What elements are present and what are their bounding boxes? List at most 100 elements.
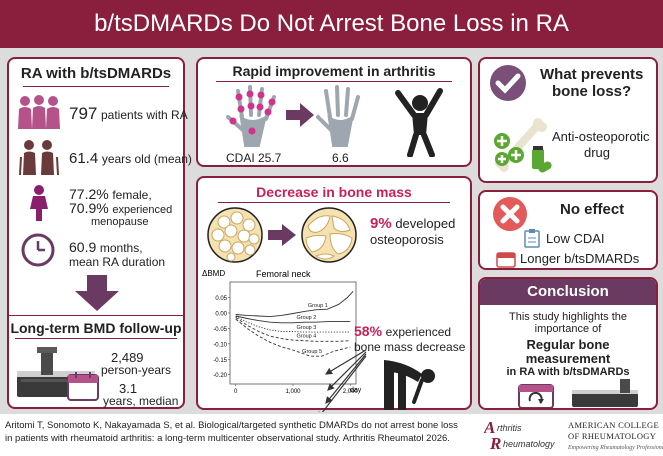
journal-logo: A R rthritis heumatology xyxy=(484,418,556,450)
title-divider xyxy=(23,86,169,87)
menopause-label: menopause xyxy=(91,216,149,228)
cdai-before: CDAI 25.7 xyxy=(226,151,282,165)
y-tick-label: -0.05 xyxy=(213,327,227,333)
series-line-5 xyxy=(235,318,351,357)
series-label: Group 3 xyxy=(296,325,316,331)
checkmark-icon xyxy=(490,65,526,101)
series-line-2 xyxy=(235,315,351,324)
noeffect-item-longer-dmards: Longer b/tsDMARDs xyxy=(520,251,640,266)
bone-divider xyxy=(218,202,450,203)
left-panel: RA with b/tsDMARDs 797 patients with RA … xyxy=(7,57,192,409)
repeat-calendar-icon xyxy=(518,384,554,408)
elderly-couple-icon xyxy=(19,140,59,175)
conclusion-line2: importance of xyxy=(534,323,602,335)
decrease-label: bone mass decrease xyxy=(354,340,466,354)
y-tick-label: -0.20 xyxy=(213,373,227,379)
calendar-icon xyxy=(67,372,99,401)
journal-name-2: heumatology xyxy=(503,439,555,449)
citation-line2: in patients with rheumatoid arthritis: a… xyxy=(5,433,450,444)
series-line-4 xyxy=(235,317,351,342)
cdai-after: 6.6 xyxy=(332,151,349,165)
pointer-arrows xyxy=(317,349,367,412)
person-years-label: person-years xyxy=(101,363,172,377)
x-tick-label: 2,000 xyxy=(343,389,359,395)
female-stat: 77.2% female, xyxy=(69,186,152,203)
followup-title: Long-term BMD follow-up xyxy=(10,320,182,336)
conclusion-title: Conclusion xyxy=(527,283,609,300)
right-arrow-icon xyxy=(268,224,296,246)
noeffect-panel: No effect Low CDAI Longer b/tsDMARDs xyxy=(478,190,658,270)
age-stat: 61.4 years old (mean) xyxy=(69,150,192,167)
y-tick-label: 0.05 xyxy=(215,296,227,302)
arthritis-divider xyxy=(216,81,452,82)
conclusion-bold1: Regular bone xyxy=(526,337,610,352)
noeffect-item-low-cdai: Low CDAI xyxy=(546,231,605,246)
menopause-stat: 70.9% experienced xyxy=(69,200,173,217)
main-area: RA with b/tsDMARDs 797 patients with RA … xyxy=(0,48,663,414)
female-icon xyxy=(30,185,48,221)
arthritis-title: Rapid improvement in arthritis xyxy=(232,63,436,79)
journal-name-1: rthritis xyxy=(497,423,522,433)
banner: b/tsDMARDs Do Not Arrest Bone Loss in RA xyxy=(0,0,663,48)
conclusion-line1: This study highlights the xyxy=(508,311,627,323)
people-icon xyxy=(18,95,60,129)
arthritis-panel: Rapid improvement in arthritis xyxy=(196,57,472,167)
growing-bone-icon xyxy=(494,118,552,173)
chart-xlabel: day xyxy=(350,387,362,394)
conclusion-panel: Conclusion This study highlights the imp… xyxy=(478,277,658,410)
x-tick-label: 1,000 xyxy=(285,389,301,395)
duration-stat: 60.9 months, xyxy=(69,239,143,256)
down-arrow-icon xyxy=(75,275,119,311)
chart-title: Femoral neck xyxy=(256,269,311,279)
chart-axes: 0.05 0.00 -0.05 -0.10 -0.15 -0.20 0 1,000 2,000 xyxy=(213,281,359,395)
college-line2: of Rheumatology xyxy=(568,431,657,441)
series-label: Group 4 xyxy=(296,334,316,340)
series-label: Group 2 xyxy=(296,315,316,321)
calendar-icon xyxy=(496,252,516,268)
y-tick-label: -0.10 xyxy=(213,342,227,348)
person-years-num: 2,489 xyxy=(111,350,144,365)
cross-icon xyxy=(493,197,527,231)
svg-text:R: R xyxy=(489,434,501,450)
chart-lines: Group 1 Group 2 Group 3 Group 4 Group 5 xyxy=(235,290,354,357)
median-label: years, median xyxy=(103,394,179,408)
chart-ylabel: ΔBMD xyxy=(202,269,225,278)
bmd-chart: ΔBMD Femoral neck day 0.05 0.00 -0.05 -0.10… xyxy=(202,269,362,395)
followup-divider xyxy=(15,338,177,339)
series-label: Group 1 xyxy=(308,303,328,309)
section-divider xyxy=(9,315,183,316)
journal-logo-glyphs: A R xyxy=(484,418,501,450)
conclusion-header xyxy=(480,279,656,305)
clipboard-icon xyxy=(524,229,540,248)
right-arrow-icon xyxy=(286,103,314,127)
left-title: RA with b/tsDMARDs xyxy=(20,65,172,82)
bone-title: Decrease in bone mass xyxy=(256,184,412,200)
x-tick-label: 0 xyxy=(234,389,238,395)
drug-label-line2: drug xyxy=(584,145,611,160)
noeffect-title: No effect xyxy=(560,201,625,218)
series-line-1 xyxy=(235,290,354,318)
decrease-stat: 58% experienced xyxy=(354,323,452,340)
y-tick-label: -0.15 xyxy=(213,358,227,364)
conclusion-bold2: measurement xyxy=(525,351,611,366)
prevents-panel: What prevents bone loss? Anti-osteoporot… xyxy=(478,57,658,183)
dxa-scanner-icon xyxy=(572,379,638,407)
conclusion-line3: in RA with b/tsDMARDs xyxy=(506,366,630,378)
bent-person-icon xyxy=(384,360,435,410)
duration-label: mean RA duration xyxy=(69,255,166,269)
patients-stat: 797 patients with RA xyxy=(69,104,188,123)
svg-text:A: A xyxy=(484,418,495,437)
citation-line1: Aritomi T, Sonomoto K, Nakayamada S, et … xyxy=(5,420,458,431)
bone-panel: Decrease in bone mass 9 xyxy=(196,176,472,412)
healthy-hand-icon xyxy=(316,85,360,147)
happy-person-icon xyxy=(395,88,443,157)
drug-label-line1: Anti-osteoporotic xyxy=(552,129,650,144)
osteoporotic-bone-icon xyxy=(301,207,357,263)
prevents-title-line1: What prevents xyxy=(540,66,644,83)
osteoporosis-label: osteoporosis xyxy=(370,232,444,247)
footer: Aritomi T, Sonomoto K, Nakayamada S, et … xyxy=(0,414,663,453)
series-label: Group 5 xyxy=(302,349,322,355)
healthy-bone-icon xyxy=(207,207,263,263)
y-tick-label: 0.00 xyxy=(215,311,227,317)
osteoporosis-stat: 9% developed xyxy=(370,215,456,232)
